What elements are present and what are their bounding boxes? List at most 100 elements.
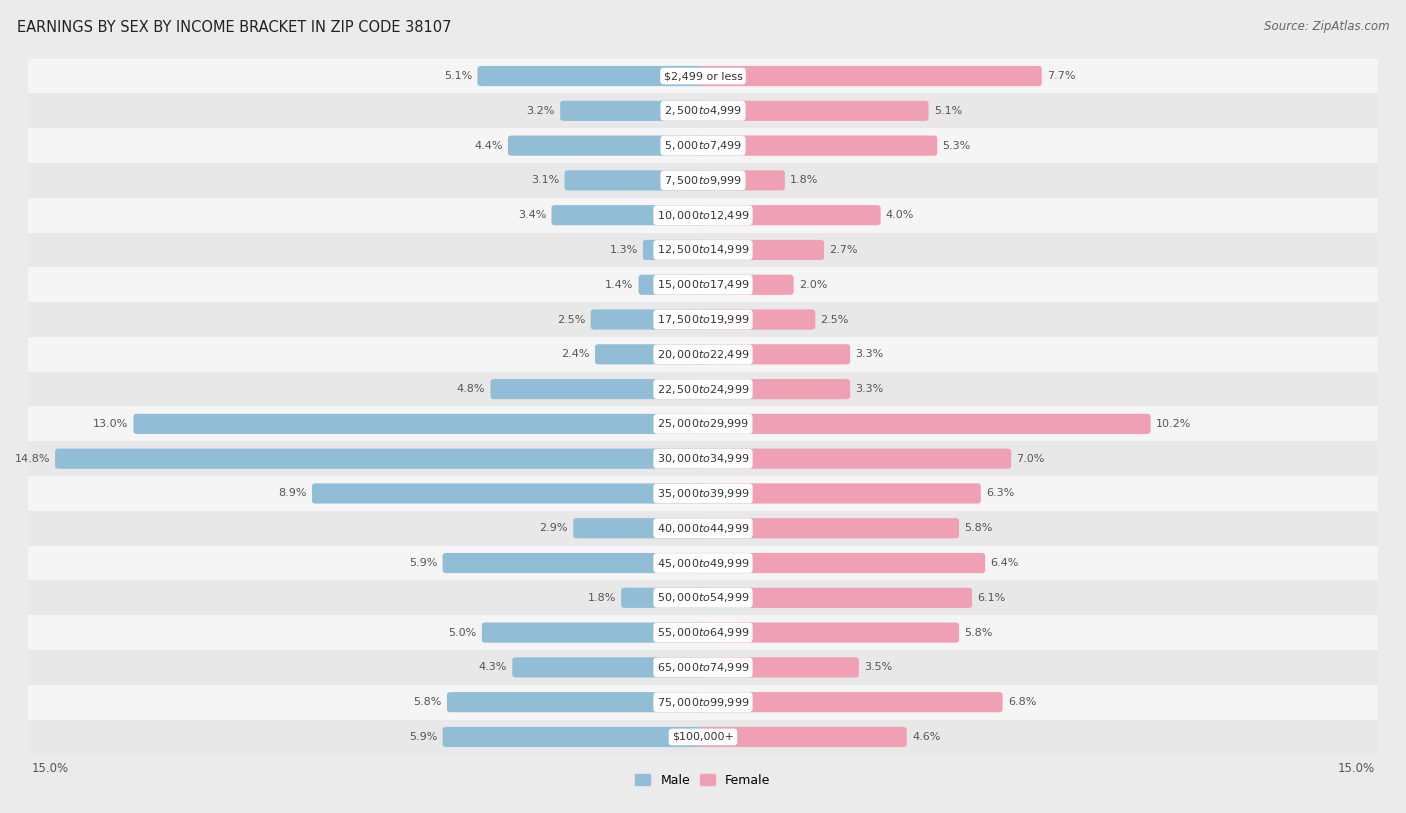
FancyBboxPatch shape (28, 511, 1378, 546)
Text: $40,000 to $44,999: $40,000 to $44,999 (657, 522, 749, 535)
FancyBboxPatch shape (700, 379, 851, 399)
Text: $7,500 to $9,999: $7,500 to $9,999 (664, 174, 742, 187)
FancyBboxPatch shape (28, 476, 1378, 511)
Legend: Male, Female: Male, Female (630, 769, 776, 792)
FancyBboxPatch shape (28, 406, 1378, 441)
FancyBboxPatch shape (512, 657, 706, 677)
FancyBboxPatch shape (700, 136, 938, 156)
Text: 3.3%: 3.3% (855, 384, 883, 394)
FancyBboxPatch shape (28, 337, 1378, 372)
Text: 6.1%: 6.1% (977, 593, 1005, 602)
Text: 3.4%: 3.4% (517, 211, 547, 220)
Text: 1.8%: 1.8% (790, 176, 818, 185)
Text: 4.0%: 4.0% (886, 211, 914, 220)
Text: 5.1%: 5.1% (934, 106, 962, 115)
FancyBboxPatch shape (700, 170, 785, 190)
FancyBboxPatch shape (28, 441, 1378, 476)
FancyBboxPatch shape (28, 198, 1378, 233)
Text: $10,000 to $12,499: $10,000 to $12,499 (657, 209, 749, 222)
Text: $5,000 to $7,499: $5,000 to $7,499 (664, 139, 742, 152)
FancyBboxPatch shape (700, 727, 907, 747)
Text: EARNINGS BY SEX BY INCOME BRACKET IN ZIP CODE 38107: EARNINGS BY SEX BY INCOME BRACKET IN ZIP… (17, 20, 451, 35)
FancyBboxPatch shape (700, 344, 851, 364)
Text: 8.9%: 8.9% (278, 489, 307, 498)
FancyBboxPatch shape (28, 93, 1378, 128)
Text: $20,000 to $22,499: $20,000 to $22,499 (657, 348, 749, 361)
FancyBboxPatch shape (700, 414, 1150, 434)
FancyBboxPatch shape (447, 692, 706, 712)
Text: $100,000+: $100,000+ (672, 732, 734, 742)
Text: $30,000 to $34,999: $30,000 to $34,999 (657, 452, 749, 465)
Text: $12,500 to $14,999: $12,500 to $14,999 (657, 243, 749, 256)
Text: $22,500 to $24,999: $22,500 to $24,999 (657, 383, 749, 396)
Text: 5.8%: 5.8% (965, 628, 993, 637)
FancyBboxPatch shape (700, 692, 1002, 712)
Text: 3.2%: 3.2% (527, 106, 555, 115)
Text: 7.0%: 7.0% (1017, 454, 1045, 463)
Text: 2.5%: 2.5% (821, 315, 849, 324)
Text: 6.3%: 6.3% (986, 489, 1014, 498)
FancyBboxPatch shape (28, 233, 1378, 267)
FancyBboxPatch shape (312, 484, 706, 503)
Text: $17,500 to $19,999: $17,500 to $19,999 (657, 313, 749, 326)
FancyBboxPatch shape (700, 66, 1042, 86)
Text: 5.8%: 5.8% (413, 698, 441, 707)
FancyBboxPatch shape (700, 449, 1011, 469)
FancyBboxPatch shape (134, 414, 706, 434)
FancyBboxPatch shape (700, 205, 880, 225)
Text: 6.8%: 6.8% (1008, 698, 1036, 707)
FancyBboxPatch shape (700, 553, 986, 573)
Text: 5.3%: 5.3% (942, 141, 970, 150)
FancyBboxPatch shape (700, 588, 972, 608)
FancyBboxPatch shape (591, 310, 706, 329)
Text: $45,000 to $49,999: $45,000 to $49,999 (657, 557, 749, 570)
FancyBboxPatch shape (565, 170, 706, 190)
FancyBboxPatch shape (28, 546, 1378, 580)
FancyBboxPatch shape (478, 66, 706, 86)
FancyBboxPatch shape (638, 275, 706, 295)
FancyBboxPatch shape (28, 615, 1378, 650)
Text: 1.4%: 1.4% (605, 280, 633, 289)
Text: $25,000 to $29,999: $25,000 to $29,999 (657, 417, 749, 430)
FancyBboxPatch shape (28, 372, 1378, 406)
FancyBboxPatch shape (443, 727, 706, 747)
FancyBboxPatch shape (443, 553, 706, 573)
FancyBboxPatch shape (595, 344, 706, 364)
Text: 4.6%: 4.6% (912, 732, 941, 742)
Text: 2.4%: 2.4% (561, 350, 589, 359)
Text: 3.5%: 3.5% (865, 663, 893, 672)
FancyBboxPatch shape (508, 136, 706, 156)
FancyBboxPatch shape (700, 484, 981, 503)
Text: 3.1%: 3.1% (531, 176, 560, 185)
FancyBboxPatch shape (700, 101, 928, 121)
Text: $55,000 to $64,999: $55,000 to $64,999 (657, 626, 749, 639)
FancyBboxPatch shape (491, 379, 706, 399)
FancyBboxPatch shape (55, 449, 706, 469)
Text: $50,000 to $54,999: $50,000 to $54,999 (657, 591, 749, 604)
FancyBboxPatch shape (574, 518, 706, 538)
Text: 1.8%: 1.8% (588, 593, 616, 602)
Text: 4.8%: 4.8% (457, 384, 485, 394)
Text: 5.8%: 5.8% (965, 524, 993, 533)
FancyBboxPatch shape (28, 163, 1378, 198)
FancyBboxPatch shape (700, 518, 959, 538)
Text: 4.3%: 4.3% (478, 663, 508, 672)
Text: $2,499 or less: $2,499 or less (664, 71, 742, 81)
Text: 10.2%: 10.2% (1156, 419, 1191, 429)
Text: $15,000 to $17,499: $15,000 to $17,499 (657, 278, 749, 291)
Text: 5.9%: 5.9% (409, 558, 437, 568)
FancyBboxPatch shape (28, 720, 1378, 754)
Text: $75,000 to $99,999: $75,000 to $99,999 (657, 696, 749, 709)
FancyBboxPatch shape (28, 267, 1378, 302)
Text: 7.7%: 7.7% (1047, 71, 1076, 81)
FancyBboxPatch shape (560, 101, 706, 121)
FancyBboxPatch shape (643, 240, 706, 260)
Text: 3.3%: 3.3% (855, 350, 883, 359)
Text: 6.4%: 6.4% (990, 558, 1019, 568)
Text: 1.3%: 1.3% (609, 245, 638, 255)
Text: 2.7%: 2.7% (830, 245, 858, 255)
FancyBboxPatch shape (28, 59, 1378, 93)
Text: 5.0%: 5.0% (449, 628, 477, 637)
FancyBboxPatch shape (551, 205, 706, 225)
Text: 2.5%: 2.5% (557, 315, 585, 324)
